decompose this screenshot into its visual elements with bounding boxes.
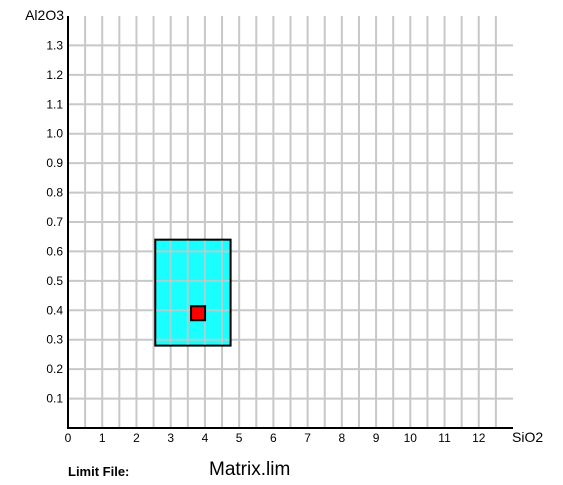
x-tick-label: 8 xyxy=(339,431,346,445)
y-tick-label: 1.0 xyxy=(46,127,63,141)
y-tick-label: 0.2 xyxy=(46,362,63,376)
y-tick-labels: 0.1 0.2 0.3 0.4 0.5 0.6 0.7 0.8 0.9 1.0 1.1 1.2 1.3 xyxy=(46,38,63,405)
y-tick-label: 0.5 xyxy=(46,274,63,288)
x-tick-label: 9 xyxy=(373,431,380,445)
x-tick-label: 6 xyxy=(270,431,277,445)
y-tick-label: 0.1 xyxy=(46,392,63,406)
limit-box-layer xyxy=(155,240,230,346)
y-tick-label: 0.8 xyxy=(46,186,63,200)
y-axis-title: Al2O3 xyxy=(25,7,64,23)
limit-box xyxy=(155,240,230,346)
x-tick-label: 2 xyxy=(133,431,140,445)
y-tick-label: 1.2 xyxy=(46,68,63,82)
x-tick-label: 11 xyxy=(438,431,451,445)
footer: Limit File: Matrix.lim xyxy=(0,456,563,485)
x-tick-label: 0 xyxy=(65,431,72,445)
y-tick-label: 0.7 xyxy=(46,215,63,229)
y-tick-label: 1.3 xyxy=(46,38,63,52)
x-axis-title: SiO2 xyxy=(512,429,543,445)
x-tick-label: 5 xyxy=(236,431,243,445)
grid xyxy=(68,16,513,428)
data-point-layer xyxy=(191,306,205,320)
limit-file-name: Matrix.lim xyxy=(209,459,290,481)
y-tick-label: 0.9 xyxy=(46,156,63,170)
x-tick-label: 4 xyxy=(202,431,209,445)
y-tick-label: 0.4 xyxy=(46,303,63,317)
x-tick-label: 3 xyxy=(167,431,174,445)
x-tick-label: 7 xyxy=(304,431,311,445)
x-tick-label: 12 xyxy=(472,431,486,445)
chart: 0 1 2 3 4 5 6 7 8 9 10 11 12 0.10.20.30.40.50.60.70.… xyxy=(0,0,563,456)
x-tick-label: 10 xyxy=(404,431,418,445)
y-tick-label: 1.1 xyxy=(46,97,63,111)
x-tick-labels: 0 1 2 3 4 5 6 7 8 9 10 11 12 xyxy=(65,431,486,445)
y-tick-label: 0.3 xyxy=(46,333,63,347)
data-point xyxy=(191,306,205,320)
y-tick-label: 0.6 xyxy=(46,244,63,258)
x-tick-label: 1 xyxy=(99,431,106,445)
limit-file-label: Limit File: xyxy=(68,464,129,479)
